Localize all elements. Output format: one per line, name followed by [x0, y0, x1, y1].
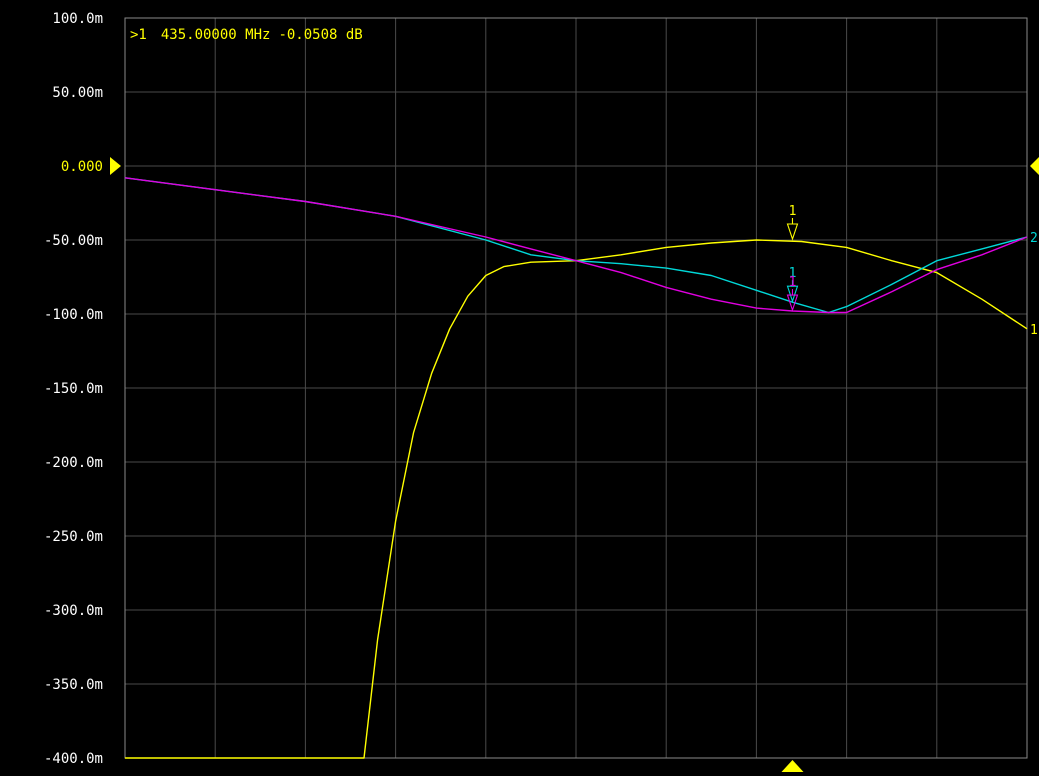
y-tick-label: -250.0m: [44, 529, 103, 545]
marker-number-label: 1: [789, 275, 797, 290]
marker-1-trace-3[interactable]: 1: [786, 275, 799, 312]
plot-frame: [124, 17, 1028, 759]
reference-level-arrow-right-icon[interactable]: [1030, 157, 1039, 175]
y-axis-tick-labels: 100.0m 50.00m 0.000 -50.00m -100.0m -150.0m -2…: [44, 11, 103, 767]
graticule: [125, 18, 1027, 758]
trace-2-end-label: 2: [1030, 231, 1038, 246]
trace-3-line: [124, 177, 1028, 314]
y-tick-label: -200.0m: [44, 455, 103, 471]
marker-readout-prefix: >1: [130, 27, 147, 43]
y-tick-label: -50.00m: [44, 233, 103, 249]
marker-readout-value: -0.0508 dB: [278, 27, 362, 43]
y-tick-label: -150.0m: [44, 381, 103, 397]
marker-1-trace-2[interactable]: 1: [786, 266, 799, 303]
marker-number-label: 1: [789, 204, 797, 219]
y-tick-label: -400.0m: [44, 751, 103, 767]
reference-level-arrow-left-icon[interactable]: [110, 157, 121, 175]
trace-1-end-label: 1: [1030, 323, 1038, 338]
traces: [124, 177, 1028, 759]
marker-readout: >1 435.00000 MHz -0.0508 dB: [130, 27, 363, 43]
marker-1-trace-1[interactable]: 1: [786, 204, 799, 241]
y-tick-label: 50.00m: [52, 85, 103, 101]
reference-level-indicator-right[interactable]: [1030, 157, 1039, 175]
marker-number-label: 1: [789, 266, 797, 281]
markers[interactable]: 111: [786, 204, 799, 312]
y-tick-label: 100.0m: [52, 11, 103, 27]
y-tick-label: 0.000: [61, 159, 103, 175]
trace-end-labels: 12: [1030, 231, 1038, 338]
reference-level-indicator-left[interactable]: [110, 157, 121, 175]
marker-readout-frequency: 435.00000 MHz: [161, 27, 271, 43]
y-tick-label: -300.0m: [44, 603, 103, 619]
y-tick-label: -350.0m: [44, 677, 103, 693]
trace-1-line: [125, 239, 1028, 759]
y-tick-label: -100.0m: [44, 307, 103, 323]
stimulus-marker-triangle-icon[interactable]: [781, 760, 804, 772]
